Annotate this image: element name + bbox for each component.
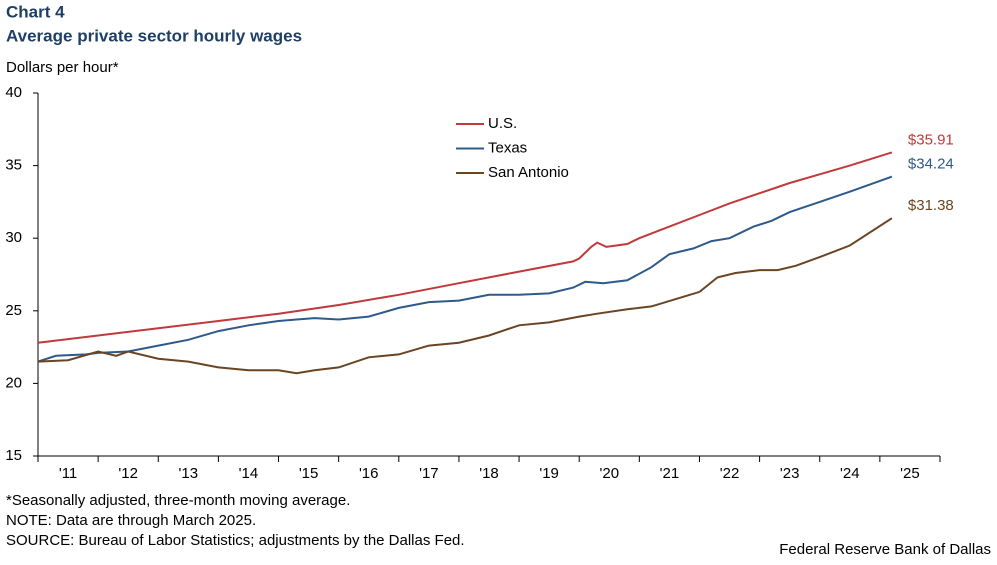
y-tick-label: 25 bbox=[5, 302, 22, 319]
credit: Federal Reserve Bank of Dallas bbox=[779, 541, 991, 558]
x-tick-label: '14 bbox=[239, 465, 259, 482]
y-tick-label: 20 bbox=[5, 374, 22, 391]
legend-label: U.S. bbox=[488, 115, 517, 132]
x-tick-label: '19 bbox=[539, 465, 559, 482]
y-tick-label: 40 bbox=[5, 84, 22, 101]
x-tick-label: '11 bbox=[59, 465, 77, 482]
x-tick-label: '21 bbox=[660, 465, 680, 482]
x-tick-label: '23 bbox=[780, 465, 800, 482]
x-tick-label: '17 bbox=[419, 465, 439, 482]
legend-label: Texas bbox=[488, 139, 527, 156]
y-tick-label: 30 bbox=[5, 229, 22, 246]
line-series bbox=[37, 175, 893, 363]
x-tick-label: '16 bbox=[359, 465, 379, 482]
end-label: $35.91 bbox=[908, 131, 954, 148]
x-tick-label: '12 bbox=[118, 465, 138, 482]
end-label: $31.38 bbox=[908, 197, 954, 214]
note: *Seasonally adjusted, three-month moving… bbox=[6, 492, 350, 509]
chart-title: Chart 4 bbox=[6, 2, 65, 21]
x-tick-label: '20 bbox=[599, 465, 619, 482]
legend-label: San Antonio bbox=[488, 164, 569, 181]
x-tick-label: '24 bbox=[840, 465, 860, 482]
y-tick-label: 35 bbox=[5, 157, 22, 174]
line-series bbox=[37, 151, 893, 344]
x-tick-label: '15 bbox=[299, 465, 319, 482]
end-label: $34.24 bbox=[908, 156, 954, 173]
y-tick-label: 15 bbox=[5, 447, 22, 464]
x-tick-label: '13 bbox=[179, 465, 199, 482]
x-tick-label: '18 bbox=[479, 465, 499, 482]
y-axis-label: Dollars per hour* bbox=[6, 59, 119, 76]
x-tick-label: '22 bbox=[720, 465, 740, 482]
line-series bbox=[37, 217, 893, 375]
note: NOTE: Data are through March 2025. bbox=[6, 512, 256, 529]
x-tick-label: '25 bbox=[900, 465, 920, 482]
chart-subtitle: Average private sector hourly wages bbox=[6, 26, 302, 45]
note: SOURCE: Bureau of Labor Statistics; adju… bbox=[6, 532, 465, 549]
